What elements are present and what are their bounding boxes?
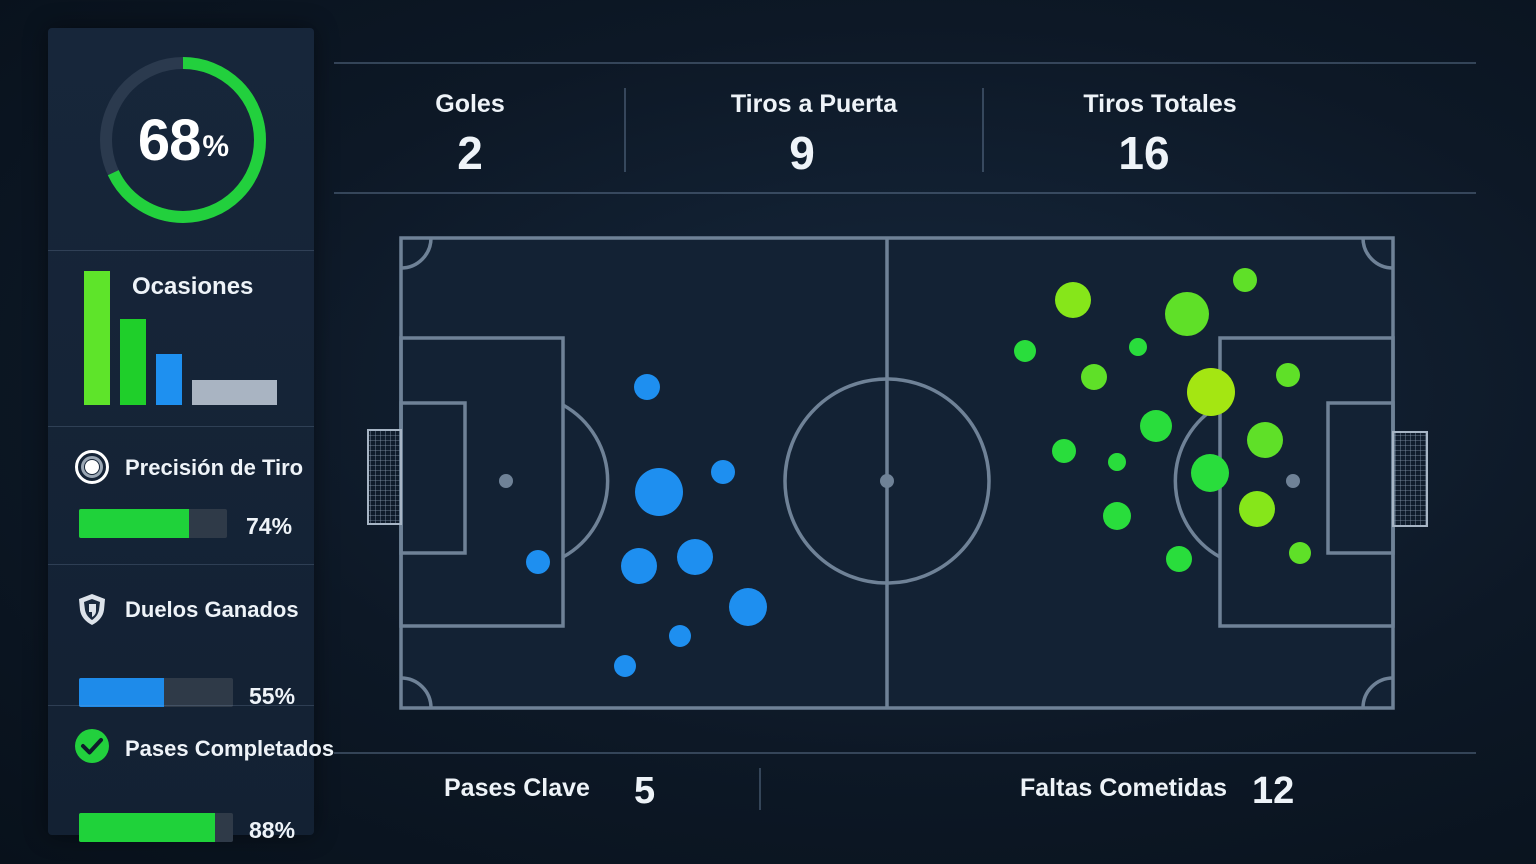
shot-marker [1129, 338, 1147, 356]
shot-marker [1052, 439, 1076, 463]
shot-accuracy-panel: Precisión de Tiro 74% [48, 426, 314, 565]
occasions-panel: Ocasiones [48, 250, 314, 427]
shot-marker [1165, 292, 1209, 336]
occasion-bar-3 [156, 354, 182, 405]
duels-won-bar [79, 678, 233, 707]
kpi-separator [982, 88, 984, 172]
shot-marker [677, 539, 713, 575]
key-passes-value: 5 [634, 770, 656, 812]
shot-marker [729, 588, 767, 626]
shot-marker [1166, 546, 1192, 572]
shot-marker [1108, 453, 1126, 471]
shot-marker [634, 374, 660, 400]
shot-accuracy-fill [79, 509, 189, 538]
shot-marker [1055, 282, 1091, 318]
goals-value: 2 [457, 127, 483, 179]
kpi-bottom-divider [334, 192, 1476, 194]
away-shots [1014, 268, 1311, 572]
shot-marker [1247, 422, 1283, 458]
passes-completed-value: 88% [249, 817, 296, 843]
possession-readout: 68% [93, 50, 273, 230]
total-shots-label: Tiros Totales [1083, 90, 1237, 118]
possession-ring [100, 57, 266, 223]
footer-divider [334, 752, 1476, 754]
shot-marker [1233, 268, 1257, 292]
pitch-lines [399, 236, 1395, 710]
fouls-label: Faltas Cometidas [1020, 774, 1228, 802]
shot-marker [1191, 454, 1229, 492]
possession-arc [100, 57, 266, 223]
key-passes-label: Pases Clave [444, 774, 590, 802]
shot-marker [1289, 542, 1311, 564]
duels-won-panel: Duelos Ganados 55% [48, 564, 314, 709]
occasions-title: Ocasiones [132, 273, 254, 300]
shot-marker [1187, 368, 1235, 416]
fouls-value: 12 [1252, 770, 1295, 812]
occasion-bar-4 [192, 380, 277, 405]
penalty-spot-right [1286, 474, 1300, 488]
shot-marker [1103, 502, 1131, 530]
shots-on-target-value: 9 [789, 127, 815, 179]
goal-right [1392, 431, 1428, 527]
duels-won-label: Duelos Ganados [125, 597, 299, 622]
passes-completed-panel: Pases Completados 88% [48, 705, 334, 843]
footer-separator [759, 768, 761, 810]
shot-marker [621, 548, 657, 584]
occasion-bar-2 [120, 319, 146, 405]
shot-map-pitch [367, 236, 1428, 710]
shield-icon [79, 594, 105, 625]
goals-label: Goles [435, 90, 505, 118]
occasion-bar-1 [84, 271, 110, 405]
duels-won-fill [79, 678, 164, 707]
shot-marker [1239, 491, 1275, 527]
shots-on-target-label: Tiros a Puerta [730, 90, 898, 118]
possession-unit: % [202, 130, 229, 163]
shot-marker [1081, 364, 1107, 390]
shot-accuracy-label: Precisión de Tiro [125, 455, 304, 480]
home-shots [526, 374, 767, 677]
shot-accuracy-bar [79, 509, 227, 538]
possession-donut: 68% [93, 50, 273, 230]
shot-marker [711, 460, 735, 484]
stats-sidebar: 68% Ocasiones Precisión de Tiro 74% Duel… [48, 28, 334, 843]
shot-marker [614, 655, 636, 677]
passes-completed-bar [79, 813, 233, 842]
center-spot [880, 474, 894, 488]
checkmark-icon [75, 729, 109, 763]
shot-marker [1140, 410, 1172, 442]
kpi-separator [624, 88, 626, 172]
penalty-spot-left [499, 474, 513, 488]
shot-marker [1276, 363, 1300, 387]
shot-marker [1014, 340, 1036, 362]
passes-completed-fill [79, 813, 215, 842]
goal-left [367, 429, 402, 525]
duels-won-value: 55% [249, 683, 296, 709]
possession-value: 68 [137, 107, 202, 173]
kpi-top-divider [334, 62, 1476, 64]
shot-accuracy-value: 74% [246, 513, 293, 539]
shot-marker [669, 625, 691, 647]
total-shots-value: 16 [1118, 127, 1170, 179]
target-icon [75, 450, 109, 484]
shot-marker [635, 468, 683, 516]
passes-completed-label: Pases Completados [125, 736, 335, 761]
shot-marker [526, 550, 550, 574]
